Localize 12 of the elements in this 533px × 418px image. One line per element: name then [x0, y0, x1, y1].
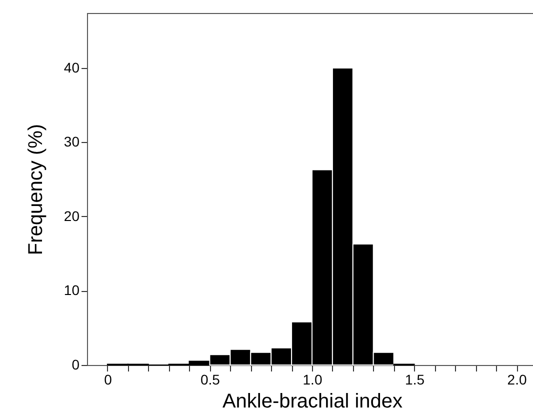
- x-tick-label: 2.0: [507, 372, 527, 388]
- x-tick-label: 1.0: [302, 372, 322, 388]
- y-tick-label: 0: [72, 356, 80, 372]
- x-axis-title: Ankle-brachial index: [222, 390, 403, 412]
- x-tick-label: 0: [104, 372, 112, 388]
- y-axis-title: Frequency (%): [24, 124, 47, 256]
- x-tick-label: 1.5: [405, 372, 425, 388]
- y-tick-label: 10: [64, 282, 80, 298]
- x-tick-label: 0.5: [200, 372, 220, 388]
- y-tick-label: 20: [64, 208, 80, 224]
- y-tick-label: 30: [64, 134, 80, 150]
- y-tick-label: 40: [64, 59, 80, 76]
